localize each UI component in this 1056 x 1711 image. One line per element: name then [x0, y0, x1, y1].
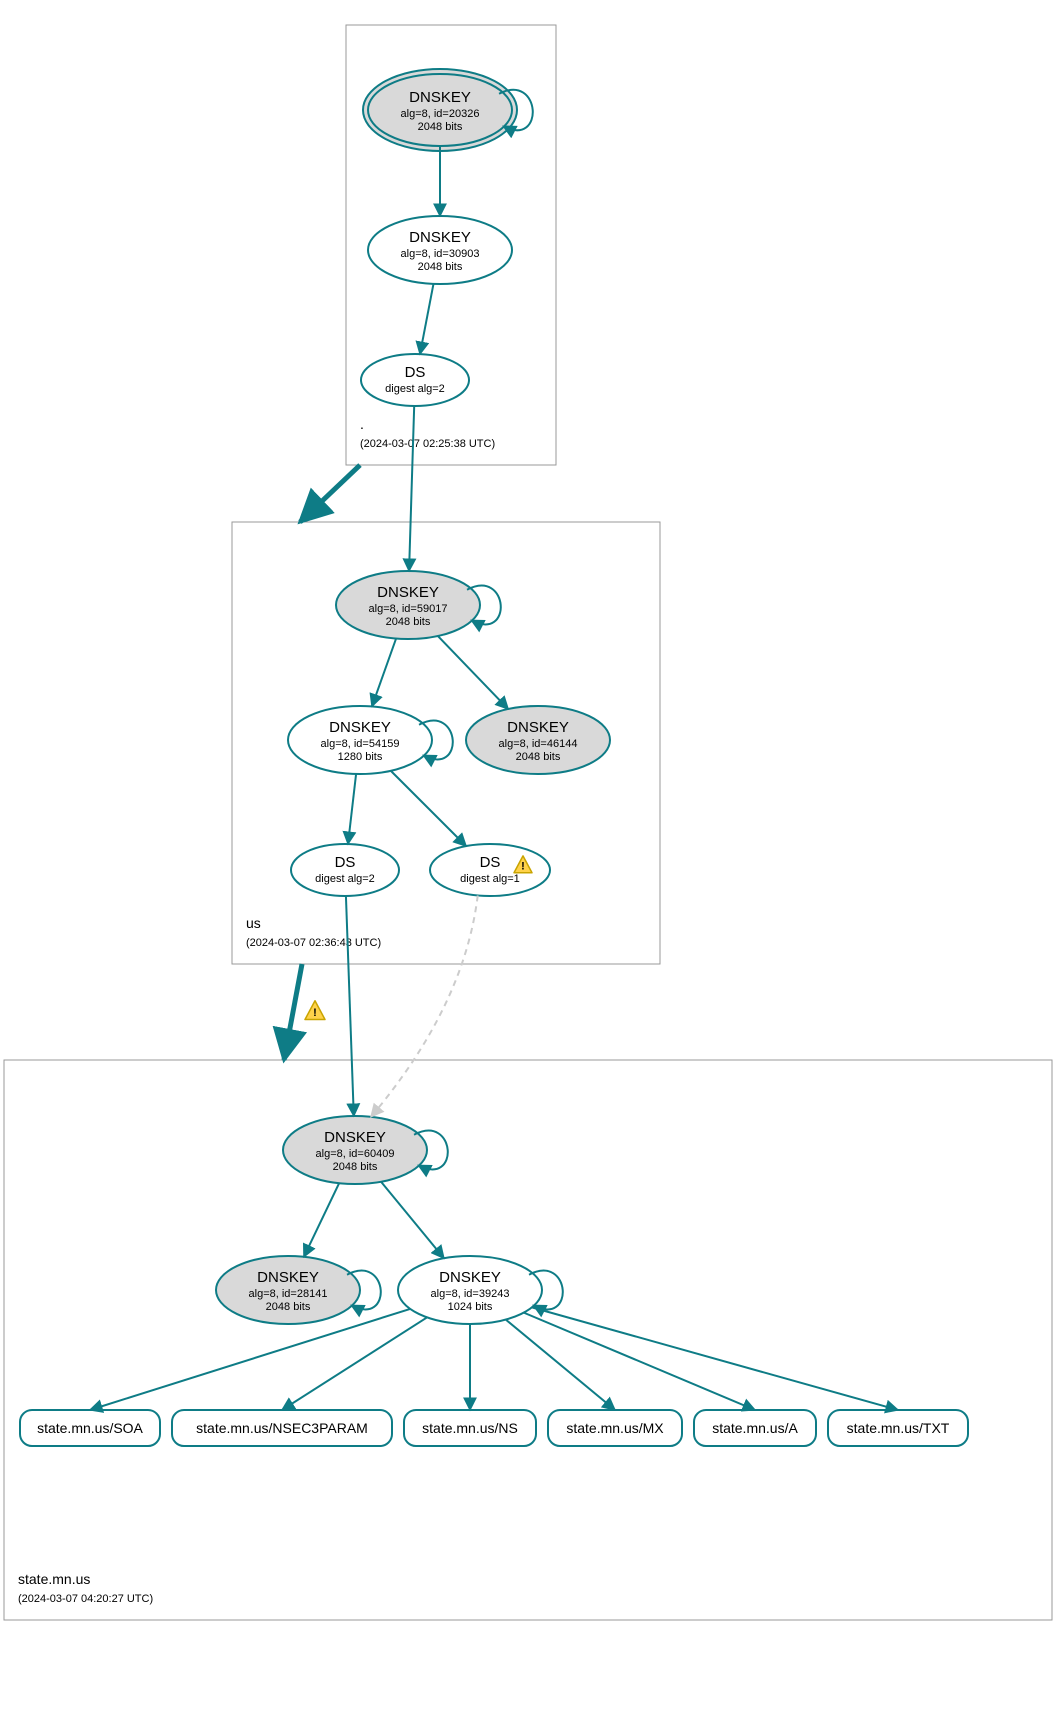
edge	[438, 636, 508, 709]
edge	[304, 1183, 339, 1257]
svg-text:2048 bits: 2048 bits	[418, 121, 463, 133]
node-root_zsk: DNSKEY alg=8, id=309032048 bits	[368, 216, 512, 284]
zone-connector: !	[284, 964, 325, 1060]
svg-text:alg=8, id=46144: alg=8, id=46144	[499, 738, 578, 750]
edge	[420, 284, 434, 354]
edge	[524, 1313, 755, 1410]
node-root_ksk: DNSKEY alg=8, id=203262048 bits	[363, 69, 533, 151]
leaf_soa: state.mn.us/SOA	[20, 1410, 160, 1446]
node-title: DNSKEY	[439, 1269, 501, 1286]
dnssec-diagram: . (2024-03-07 02:25:38 UTC) us (2024-03-07 …	[0, 0, 1056, 1711]
svg-text:alg=8, id=54159: alg=8, id=54159	[321, 738, 400, 750]
node-title: DNSKEY	[257, 1269, 319, 1286]
svg-text:2048 bits: 2048 bits	[516, 751, 561, 763]
node-us_ds2: DS digest alg=1!	[430, 844, 550, 896]
svg-text:alg=8, id=59017: alg=8, id=59017	[369, 603, 448, 615]
node-title: DS	[405, 364, 426, 381]
leaf_txt: state.mn.us/TXT	[828, 1410, 968, 1446]
leaf_ns: state.mn.us/NS	[404, 1410, 536, 1446]
edge	[372, 639, 396, 707]
leaf_np: state.mn.us/NSEC3PARAM	[172, 1410, 392, 1446]
node-title: DNSKEY	[507, 719, 569, 736]
zone-timestamp: (2024-03-07 02:25:38 UTC)	[360, 438, 495, 450]
edge	[532, 1307, 898, 1410]
svg-text:alg=8, id=60409: alg=8, id=60409	[316, 1148, 395, 1160]
edge	[506, 1320, 615, 1410]
svg-text:2048 bits: 2048 bits	[266, 1301, 311, 1313]
node-title: DNSKEY	[377, 584, 439, 601]
svg-text:1280 bits: 1280 bits	[338, 751, 383, 763]
zone-label: .	[360, 416, 364, 432]
zone-timestamp: (2024-03-07 02:36:43 UTC)	[246, 937, 381, 949]
svg-text:alg=8, id=28141: alg=8, id=28141	[249, 1288, 328, 1300]
node-us_ksk: DNSKEY alg=8, id=590172048 bits	[336, 571, 501, 639]
edge	[371, 895, 478, 1116]
svg-text:digest alg=2: digest alg=2	[385, 383, 445, 395]
node-title: DNSKEY	[409, 89, 471, 106]
leaf_a: state.mn.us/A	[694, 1410, 816, 1446]
node-st_ksk: DNSKEY alg=8, id=604092048 bits	[283, 1116, 448, 1184]
svg-text:alg=8, id=39243: alg=8, id=39243	[431, 1288, 510, 1300]
svg-text:alg=8, id=30903: alg=8, id=30903	[401, 248, 480, 260]
edge	[381, 1182, 444, 1259]
node-us_zsk2: DNSKEY alg=8, id=461442048 bits	[466, 706, 610, 774]
node-title: DS	[480, 854, 501, 871]
leaf-label: state.mn.us/A	[712, 1420, 798, 1436]
leaf-label: state.mn.us/MX	[566, 1420, 664, 1436]
edge	[348, 774, 356, 844]
svg-text:2048 bits: 2048 bits	[386, 616, 431, 628]
edge	[391, 771, 466, 846]
node-us_ds1: DS digest alg=2	[291, 844, 399, 896]
svg-text:!: !	[313, 1007, 317, 1019]
svg-text:digest alg=2: digest alg=2	[315, 873, 375, 885]
node-title: DS	[335, 854, 356, 871]
leaf-label: state.mn.us/TXT	[847, 1420, 950, 1436]
svg-text:alg=8, id=20326: alg=8, id=20326	[401, 108, 480, 120]
edge	[282, 1317, 427, 1410]
leaf-label: state.mn.us/NS	[422, 1420, 518, 1436]
leaf-label: state.mn.us/SOA	[37, 1420, 143, 1436]
node-title: DNSKEY	[329, 719, 391, 736]
svg-text:2048 bits: 2048 bits	[333, 1161, 378, 1173]
svg-text:digest alg=1: digest alg=1	[460, 873, 520, 885]
edge	[346, 896, 354, 1116]
svg-text:2048 bits: 2048 bits	[418, 261, 463, 273]
node-st_zsk2: DNSKEY alg=8, id=281412048 bits	[216, 1256, 381, 1324]
leaf-label: state.mn.us/NSEC3PARAM	[196, 1420, 368, 1436]
zone-label: us	[246, 915, 261, 931]
node-st_zsk1: DNSKEY alg=8, id=392431024 bits	[398, 1256, 563, 1324]
zone-connector	[300, 465, 360, 522]
svg-text:1024 bits: 1024 bits	[448, 1301, 493, 1313]
node-root_ds: DS digest alg=2	[361, 354, 469, 406]
node-title: DNSKEY	[409, 229, 471, 246]
node-us_zsk1: DNSKEY alg=8, id=541591280 bits	[288, 706, 453, 774]
zone-label: state.mn.us	[18, 1571, 90, 1587]
zone-timestamp: (2024-03-07 04:20:27 UTC)	[18, 1593, 153, 1605]
leaf_mx: state.mn.us/MX	[548, 1410, 682, 1446]
svg-text:!: !	[521, 861, 525, 873]
zone-state: state.mn.us (2024-03-07 04:20:27 UTC)	[4, 1060, 1052, 1620]
node-title: DNSKEY	[324, 1129, 386, 1146]
edge	[409, 406, 414, 571]
